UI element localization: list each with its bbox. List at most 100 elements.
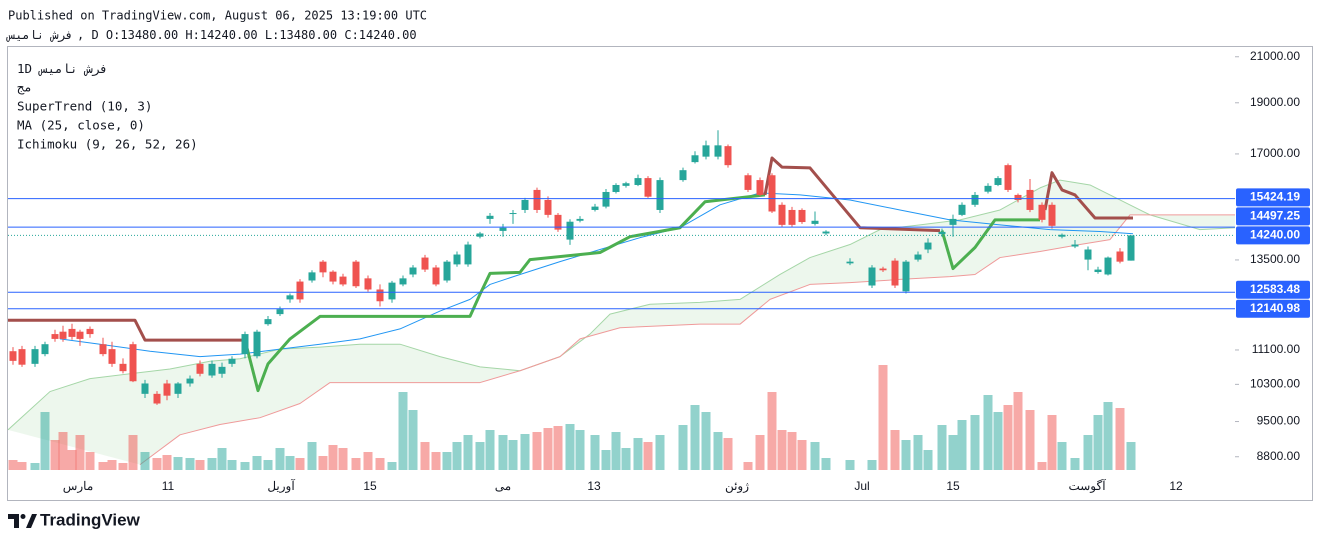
- volume-bar: [107, 460, 117, 470]
- y-tick-label: 9500.00: [1257, 414, 1301, 428]
- price-badge-label: 15424.19: [1250, 190, 1300, 204]
- candle-body: [554, 214, 562, 230]
- candle-body: [509, 213, 517, 215]
- x-tick-label: 13: [587, 479, 601, 493]
- candle-body: [679, 170, 687, 181]
- volume-bar: [318, 456, 328, 470]
- volume-bar: [970, 415, 980, 470]
- volume-bar: [58, 432, 68, 470]
- volume-bar: [285, 456, 295, 470]
- candle-body: [276, 309, 284, 315]
- candle-body: [464, 244, 472, 265]
- candle-body: [691, 155, 699, 163]
- candle-body: [174, 383, 182, 394]
- candle-body: [602, 191, 610, 207]
- volume-bar: [890, 430, 900, 470]
- candle-body: [1094, 269, 1102, 273]
- published-line: Published on TradingView.com, August 06,…: [8, 9, 427, 23]
- volume-bar: [957, 420, 967, 470]
- symbol-line: فرش نامیس , D O:13480.00 H:14240.00 L:134…: [6, 28, 417, 43]
- candle-body: [99, 344, 107, 355]
- price-badge-label: 12140.98: [1250, 301, 1300, 315]
- volume-bar: [420, 442, 430, 470]
- volume-bar: [217, 448, 227, 470]
- volume-bar: [867, 460, 877, 470]
- volume-bar: [1047, 415, 1057, 470]
- candle-body: [218, 366, 226, 374]
- candle-body: [612, 184, 620, 192]
- volume-bar: [1115, 408, 1125, 470]
- x-tick-label: 15: [946, 479, 960, 493]
- candle-body: [788, 209, 796, 225]
- y-tick-label: 8800.00: [1257, 449, 1301, 463]
- candle-body: [296, 281, 304, 300]
- candle-body: [208, 363, 216, 376]
- volume-bar: [787, 432, 797, 470]
- candle-body: [352, 261, 360, 287]
- candle-body: [1104, 257, 1112, 275]
- volume-bar: [575, 430, 585, 470]
- volume-bar: [690, 405, 700, 470]
- legend-symbol: 1D فرش نامیس: [17, 61, 108, 77]
- candle-body: [1084, 249, 1092, 260]
- candle-body: [958, 204, 966, 215]
- candle-body: [119, 363, 127, 372]
- candle-body: [399, 278, 407, 285]
- candle-body: [566, 221, 574, 240]
- candle-body: [724, 146, 732, 166]
- volume-bar: [442, 452, 452, 470]
- volume-bar: [375, 458, 385, 470]
- candle-body: [591, 206, 599, 210]
- candle-body: [768, 175, 776, 212]
- candle-body: [544, 199, 552, 215]
- candle-body: [914, 254, 922, 260]
- candle-body: [443, 261, 451, 281]
- logo-dot: [20, 514, 26, 519]
- volume-bar: [553, 426, 563, 470]
- candle-body: [971, 194, 979, 205]
- candle-body: [364, 278, 372, 290]
- legend-supertrend: SuperTrend (10, 3): [17, 99, 152, 114]
- plot-area: [8, 130, 1235, 470]
- volume-bar: [338, 448, 348, 470]
- candle-body: [163, 383, 171, 396]
- volume-bar: [8, 460, 18, 470]
- volume-bar: [508, 440, 518, 470]
- candle-body: [41, 344, 49, 355]
- price-badge: [1236, 226, 1310, 245]
- volume-bar: [723, 438, 733, 470]
- symbol: فرش نامیس: [6, 28, 73, 43]
- candle-body: [1026, 189, 1034, 210]
- volume-bar: [633, 438, 643, 470]
- volume-bar: [797, 440, 807, 470]
- candle-body: [1048, 204, 1056, 226]
- candle-body: [308, 272, 316, 281]
- volume-bar: [983, 395, 993, 470]
- candle-body: [432, 267, 440, 285]
- volume-bar: [185, 458, 195, 470]
- candle-body: [9, 351, 17, 361]
- candle-body: [938, 231, 946, 235]
- candle-body: [811, 220, 819, 224]
- volume-bar: [1070, 458, 1080, 470]
- candle-body: [196, 363, 204, 374]
- volume-bar: [162, 455, 172, 470]
- logo-slash: [26, 514, 37, 528]
- volume-bar: [1013, 392, 1023, 470]
- volume-bar: [498, 435, 508, 470]
- y-tick-label: 13500.00: [1250, 252, 1300, 266]
- volume-bar: [678, 425, 688, 470]
- candle-body: [622, 183, 630, 186]
- volume-bar: [398, 392, 408, 470]
- candle-body: [319, 261, 327, 273]
- candle-body: [879, 268, 887, 271]
- price-badge: [1236, 207, 1310, 226]
- volume-bar: [810, 442, 820, 470]
- volume-bar: [655, 435, 665, 470]
- ichimoku-span: [139, 214, 1235, 466]
- volume-bar: [252, 456, 262, 470]
- candle-body: [108, 349, 116, 364]
- candle-body: [891, 260, 899, 286]
- candle-body: [576, 218, 584, 221]
- legend-ma: MA (25, close, 0): [17, 118, 145, 133]
